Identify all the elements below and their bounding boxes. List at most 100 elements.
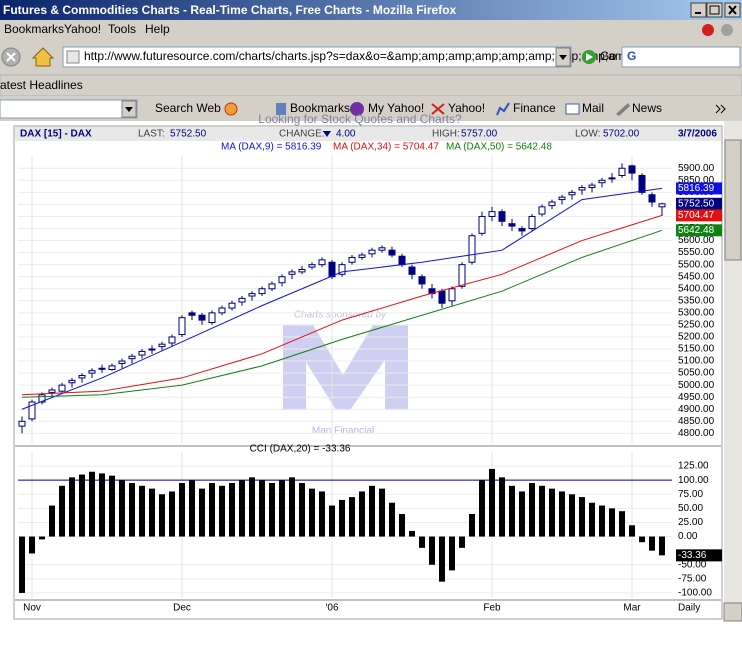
candle-body: [278, 276, 286, 284]
scroll-down[interactable]: [723, 602, 742, 622]
candle-body: [48, 389, 56, 393]
cci-bar: [39, 536, 45, 540]
stop-icon[interactable]: [702, 24, 714, 36]
home-button[interactable]: [31, 47, 55, 67]
candle-body: [208, 312, 216, 323]
candle-body: [98, 367, 106, 370]
scrollbar-thumb[interactable]: [724, 139, 742, 261]
y-tick-label: 5600.00: [678, 235, 715, 246]
candle-body: [348, 256, 356, 263]
legend-entry: MA (DAX,34) = 5704.47: [333, 142, 439, 153]
cci-bar: [279, 480, 285, 537]
candle-body: [538, 206, 546, 215]
candle-body: [178, 317, 186, 336]
toolbar-button[interactable]: Mail: [582, 101, 604, 115]
cci-bar: [329, 505, 335, 537]
cci-bar: [469, 514, 475, 537]
chart: DAX [15] - DAX LAST: 5752.50 CHANGE: 4.0…: [15, 129, 722, 614]
y-tick-label: 5300.00: [678, 307, 715, 318]
candle-body: [358, 254, 366, 258]
search-box[interactable]: [621, 46, 741, 68]
stat-value: 5752.50: [170, 129, 207, 140]
window-buttons[interactable]: [690, 2, 741, 18]
candle-body: [648, 194, 656, 203]
candle-body: [468, 235, 476, 263]
toolbar-button[interactable]: My Yahoo!: [368, 101, 424, 115]
bookmark-item[interactable]: atest Headlines: [0, 78, 83, 92]
candle-body: [128, 355, 136, 360]
cci-bar: [619, 511, 625, 537]
cci-bar: [639, 536, 645, 543]
candle-body: [298, 268, 306, 273]
candle-body: [88, 370, 96, 374]
cci-bar: [459, 536, 465, 548]
toolbar-icon: [565, 103, 580, 115]
candle-body: [518, 228, 526, 232]
candle-body: [248, 293, 256, 297]
menu-item[interactable]: Bookmarks: [4, 22, 64, 36]
candle-body: [638, 174, 646, 193]
toolbar-overflow[interactable]: [715, 104, 726, 114]
toolbar-icon: [616, 103, 630, 116]
y-tick-label: 5400.00: [678, 283, 715, 294]
candle-body: [78, 375, 86, 379]
candle-body: [58, 384, 66, 392]
cci-value-label: -33.36: [678, 550, 707, 561]
candle-body: [498, 211, 506, 222]
ma-value-box: [676, 224, 722, 237]
toolbar-button[interactable]: Search Web: [155, 101, 221, 115]
cci-bar: [399, 514, 405, 537]
cci-bar: [129, 483, 135, 537]
menu-item[interactable]: Yahoo!: [64, 22, 101, 36]
menu-item[interactable]: Help: [145, 22, 170, 36]
toolbar-button[interactable]: Bookmarks: [290, 101, 350, 115]
toolbar-button[interactable]: Finance: [513, 101, 556, 115]
bookmarks-bar: [0, 74, 742, 97]
go-arrow: [586, 53, 593, 61]
cci-bar: [299, 483, 305, 537]
candle-body: [448, 288, 456, 302]
yahoo-search-input[interactable]: [0, 99, 138, 119]
y-tick-label: 5900.00: [678, 163, 715, 174]
cci-bar: [179, 483, 185, 537]
candle-body: [308, 264, 316, 268]
toolbar-button[interactable]: Yahoo!: [448, 101, 485, 115]
y-tick-label: 125.00: [678, 461, 709, 472]
ma-value-box: [676, 209, 722, 222]
go-button[interactable]: Go: [600, 49, 616, 63]
stat-label: LAST:: [138, 129, 165, 140]
candle-body: [28, 401, 36, 420]
cci-bar: [419, 536, 425, 548]
title-bar: [0, 0, 742, 20]
y-tick-label: 50.00: [678, 503, 703, 514]
gray-icon[interactable]: [721, 24, 733, 36]
menu-item[interactable]: Tools: [108, 22, 136, 36]
candle-body: [578, 187, 586, 191]
toolbar-button[interactable]: News: [632, 101, 662, 115]
cci-bar: [429, 536, 435, 565]
y-tick-label: 5250.00: [678, 320, 715, 331]
cci-bar: [599, 505, 605, 537]
candle-body: [368, 249, 376, 255]
url-box[interactable]: [62, 46, 572, 68]
ma-line: [21, 214, 663, 396]
cci-bar: [109, 475, 115, 537]
cci-bar: [189, 480, 195, 537]
ma-value-box: [676, 182, 722, 195]
candle-body: [118, 360, 126, 364]
candle-body: [288, 271, 296, 275]
dropdown-arrow: [559, 55, 567, 60]
last-price-box: [676, 197, 722, 210]
cci-bar: [499, 477, 505, 537]
y-tick-label: 5050.00: [678, 368, 715, 379]
cci-bar: [229, 483, 235, 537]
cci-bar: [309, 488, 315, 537]
cci-bar: [159, 494, 165, 537]
candle-body: [548, 201, 556, 207]
cci-bar: [539, 485, 545, 537]
stop-x: [6, 52, 16, 62]
toolbar-icon[interactable]: [224, 102, 238, 116]
cci-bar: [259, 480, 265, 537]
cci-bar: [519, 491, 525, 537]
candle-body: [608, 177, 616, 180]
